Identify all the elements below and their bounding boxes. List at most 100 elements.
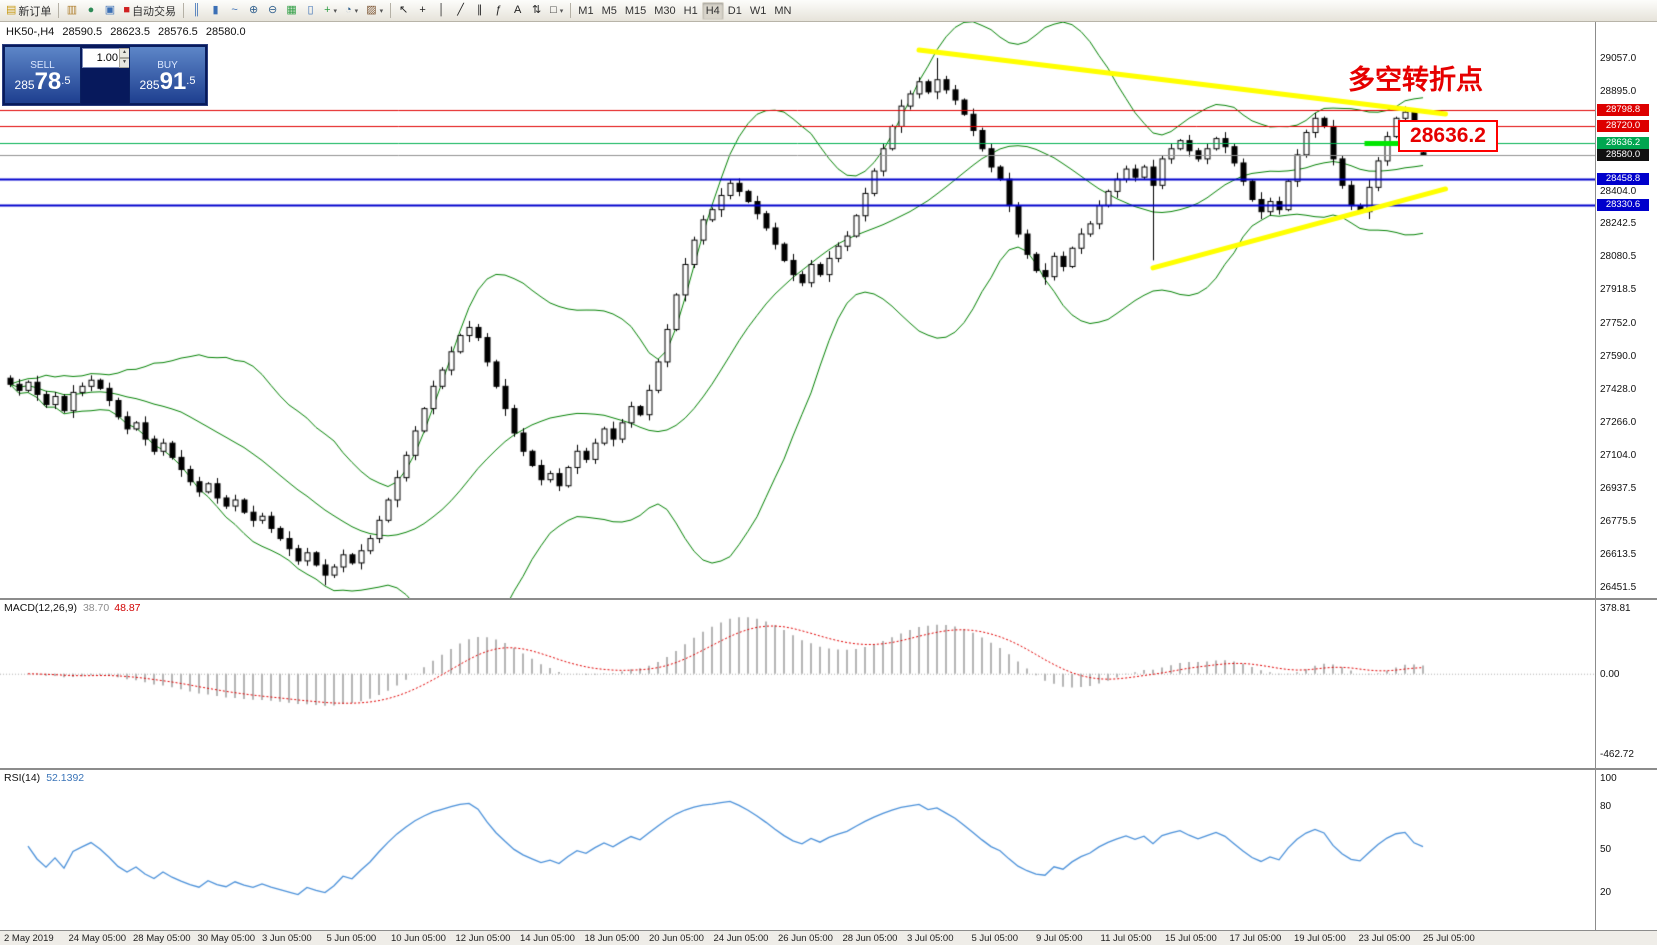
candlestick-chart-button[interactable]: ▮ [206,2,225,20]
templates-button[interactable]: ▨ ▾ [362,2,387,20]
timeframe-mn[interactable]: MN [770,2,795,20]
timeframe-d1-label: D1 [727,4,742,17]
trendline-button[interactable]: ╱ [451,2,470,20]
arrange-windows-button[interactable]: ▯ [301,2,320,20]
price-axis-tag: 28798.8 [1597,104,1649,117]
vertical-line-button[interactable]: │ [432,2,451,20]
macd-axis-label: 0.00 [1600,668,1620,680]
main-chart-canvas[interactable] [0,22,1595,598]
macd-panel-canvas[interactable] [0,600,1595,768]
indicators-button[interactable]: + ▾ [320,2,341,20]
buy-label: BUY [157,59,178,71]
timeframe-m15[interactable]: M15 [621,2,650,20]
date-label: 18 Jun 05:00 [584,933,640,944]
text-button[interactable]: A [508,2,527,20]
macd-axis-label: 378.81 [1600,603,1631,614]
terminal-icon: ▣ [104,4,116,16]
key-level-price-box: 28636.2 [1398,120,1498,152]
timeframe-h4[interactable]: H4 [701,1,724,20]
periods-button[interactable]: ◔ ▾ [341,2,362,20]
new-order-button[interactable]: ▤ 新订单 [2,2,55,20]
zoom-out-button[interactable]: ⊖ [263,2,282,20]
tile-windows-button[interactable]: ▦ [282,2,301,20]
date-label: 28 Jun 05:00 [842,933,898,944]
shapes-button[interactable]: □ ▾ [546,2,567,20]
price-axis-label: 26451.5 [1600,582,1637,593]
volume-field[interactable]: ▲ ▼ [82,48,132,68]
rsi-value: 52.1392 [46,772,85,784]
navigator-button[interactable]: ● [81,2,100,20]
timeframe-m5[interactable]: M5 [598,2,621,20]
price-axis-border [1595,22,1596,945]
rsi-axis-label: 100 [1600,773,1617,784]
toolbar-group: M1 M5 M15 M30 H1 H4 D1 W1 MN [574,1,795,20]
price-axis-label: 27104.0 [1600,449,1637,461]
open-value: 28590.5 [62,26,103,38]
timeframe-m1[interactable]: M1 [574,2,597,20]
chevron-down-icon: ▾ [354,7,359,15]
toolbar-group: ║ ▮ ~ ⊕ ⊖ ▦ ▯ + ▾ ◔ ▾ ▨ ▾ [187,2,387,20]
date-label: 3 Jul 05:00 [907,933,954,944]
new-order-icon: ▤ [6,4,17,16]
timeframe-w1-label: W1 [749,4,767,17]
sell-button[interactable]: SELL 28578.5 [4,46,81,104]
autotrading-button[interactable]: ■ 自动交易 [119,2,180,20]
macd-label: MACD(12,26,9) [4,602,77,614]
rsi-panel-canvas[interactable] [0,770,1595,928]
one-click-trading-panel: SELL 28578.5 ▲ ▼ BUY 28591.5 [2,44,208,106]
periods-icon: ◔ [345,4,352,16]
price-axis-label: 27428.0 [1600,383,1637,395]
cursor-button[interactable]: ↖ [394,2,413,20]
volume-input[interactable] [83,51,119,65]
fibonacci-button[interactable]: ƒ [489,2,508,20]
timeframe-d1[interactable]: D1 [724,2,746,20]
high-value: 28623.5 [110,26,150,38]
bar-chart-icon: ║ [192,4,201,16]
rsi-axis-label: 50 [1600,844,1612,855]
chevron-down-icon: ▾ [379,7,384,15]
close-value: 28580.0 [205,26,246,38]
timeframe-h1[interactable]: H1 [680,2,702,20]
market-watch-button[interactable]: ▥ [62,2,81,20]
navigator-icon: ● [87,4,95,16]
buy-price: 28591.5 [139,67,196,95]
price-axis-label: 27752.0 [1600,317,1637,329]
time-axis[interactable]: 2 May 2019 24 May 05:00 28 May 05:00 30 May… [0,930,1657,945]
terminal-button[interactable]: ▣ [100,2,119,20]
templates-icon: ▨ [366,4,377,16]
price-axis-label: 27590.0 [1600,350,1637,362]
panel-separator-rsi[interactable] [0,768,1657,770]
price-axis-label: 26613.5 [1600,549,1637,561]
price-axis-label: 28080.5 [1600,251,1637,263]
crosshair-button[interactable]: + [413,2,432,20]
timeframe-m1-label: M1 [578,4,594,17]
channel-button[interactable]: ∥ [470,2,489,20]
arrows-button[interactable]: ⇅ [527,2,546,20]
line-chart-button[interactable]: ~ [225,2,244,20]
shapes-icon: □ [550,4,557,16]
timeframe-m5-label: M5 [601,4,617,17]
date-label: 23 Jul 05:00 [1358,933,1411,944]
text-icon: A [513,4,522,16]
low-value: 28576.5 [158,26,198,38]
price-axis-tag: 28580.0 [1597,148,1649,161]
date-label: 24 May 05:00 [68,933,127,944]
ohlc-info-line: HK50-,H4 28590.5 28623.5 28576.5 28580.0 [6,26,251,38]
toolbar-separator [183,3,185,18]
date-label: 10 Jun 05:00 [391,933,446,944]
timeframe-m30[interactable]: M30 [650,2,679,20]
buy-button[interactable]: BUY 28591.5 [129,46,206,104]
bar-chart-button[interactable]: ║ [187,2,206,20]
date-label: 11 Jul 05:00 [1100,933,1152,944]
zoom-in-button[interactable]: ⊕ [244,2,263,20]
chevron-down-icon: ▾ [559,7,564,15]
price-axis-label: 28404.0 [1600,185,1637,197]
panel-separator-macd[interactable] [0,598,1657,600]
tile-windows-icon: ▦ [286,4,297,16]
date-label: 9 Jul 05:00 [1036,933,1083,944]
market-watch-icon: ▥ [66,4,78,16]
toolbar-separator [58,3,60,18]
timeframe-w1[interactable]: W1 [746,2,771,20]
arrange-windows-icon: ▯ [307,4,314,16]
